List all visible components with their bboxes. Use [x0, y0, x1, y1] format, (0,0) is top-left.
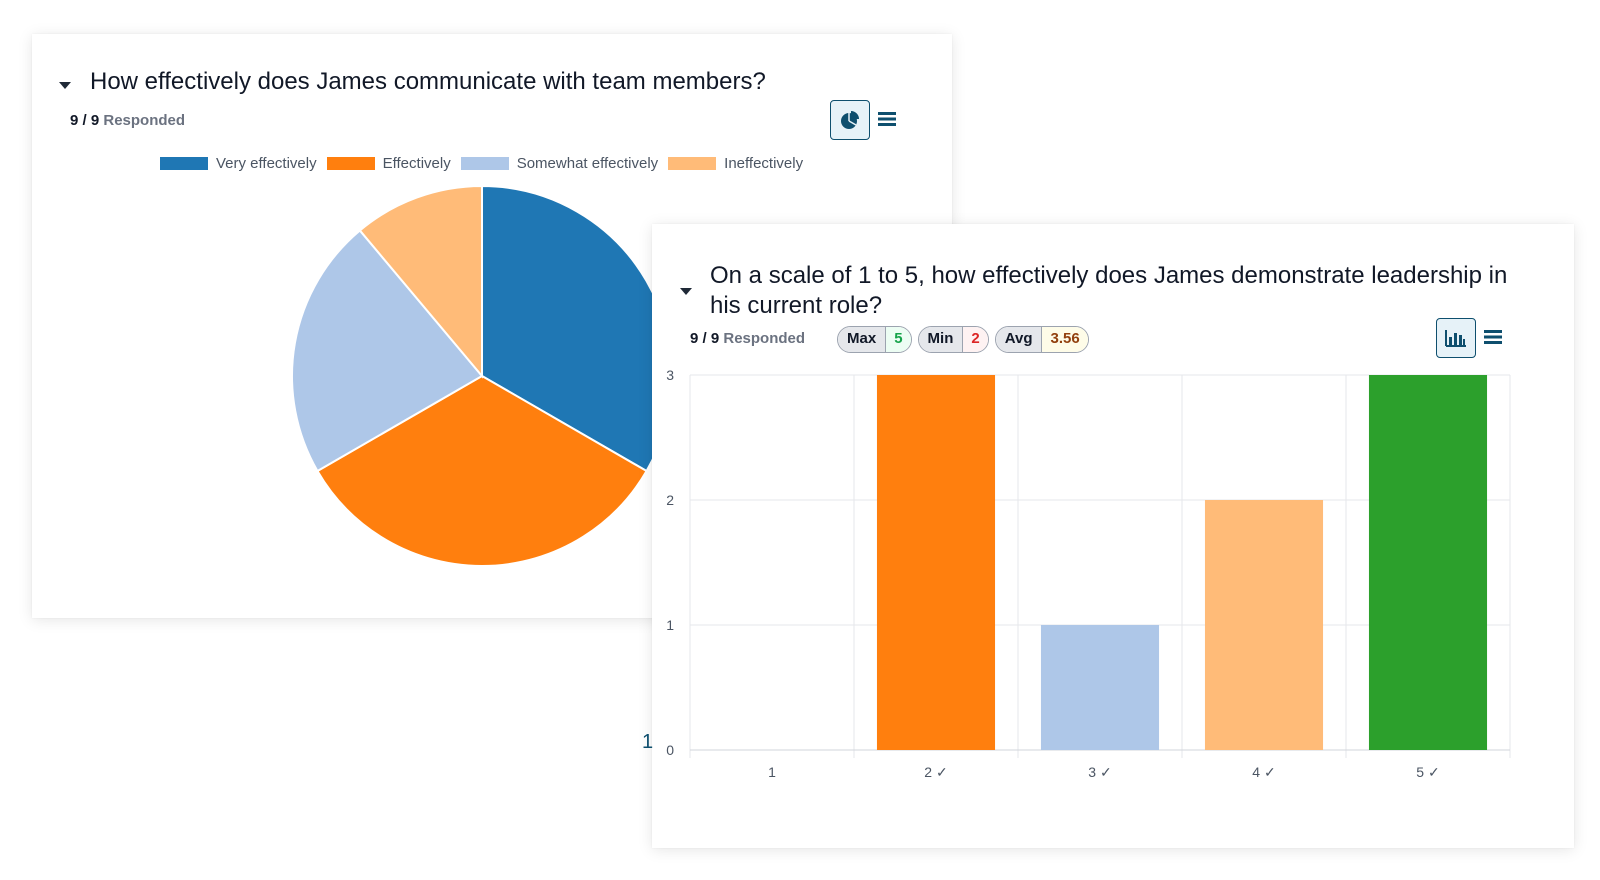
pie-slice-somewhat-effectively[interactable] — [291, 229, 484, 473]
legend-item-ineffectively[interactable]: Ineffectively — [668, 155, 803, 172]
collapse-caret-icon[interactable] — [680, 288, 692, 295]
pie-chart-toggle-button[interactable] — [830, 100, 870, 140]
legend-item-effectively[interactable]: Effectively — [326, 155, 451, 172]
responded-count: 9 / 9 Responded — [690, 330, 806, 347]
bar-chart-icon — [1445, 330, 1466, 347]
stat-max: Max 5 — [837, 326, 912, 353]
y-tick-label: 1 — [666, 617, 674, 633]
chart-legend: Very effectively Effectively Somewhat ef… — [160, 155, 803, 172]
menu-button[interactable] — [1480, 324, 1506, 350]
stat-min: Min 2 — [917, 326, 989, 353]
x-tick-label: 3 ✓ — [1088, 764, 1111, 780]
bar-4[interactable] — [1204, 500, 1324, 750]
stats-pills: Max 5 Min 2 Avg 3.56 — [837, 326, 1089, 353]
page-number: 1 — [642, 731, 654, 753]
bar-3[interactable] — [1040, 625, 1160, 750]
bar-5[interactable] — [1368, 375, 1488, 750]
bar-2[interactable] — [876, 375, 996, 750]
question-card-leadership: On a scale of 1 to 5, how effectively do… — [652, 224, 1574, 848]
y-tick-label: 0 — [666, 742, 674, 758]
pie-chart — [291, 184, 673, 567]
menu-icon — [1484, 330, 1502, 344]
pie-chart-icon — [841, 111, 859, 129]
legend-item-very-effectively[interactable]: Very effectively — [160, 155, 317, 172]
y-tick-label: 3 — [666, 367, 674, 383]
pie-slice-effectively[interactable] — [316, 374, 648, 567]
question-title: On a scale of 1 to 5, how effectively do… — [710, 262, 1508, 319]
bar-chart: 0 1 2 3 1 2 ✓ 3 ✓ 4 ✓ 5 ✓ — [666, 367, 1511, 780]
y-tick-label: 2 — [666, 492, 674, 508]
question-title: How effectively does James communicate w… — [90, 68, 766, 95]
menu-button[interactable] — [874, 106, 900, 132]
legend-swatch — [326, 157, 375, 170]
x-tick-label: 2 ✓ — [924, 764, 947, 780]
bar-chart-toggle-button[interactable] — [1436, 318, 1476, 358]
legend-swatch — [160, 157, 208, 170]
pie-slice-ineffectively[interactable] — [358, 184, 483, 379]
x-tick-label: 1 — [768, 764, 776, 780]
stat-avg: Avg 3.56 — [994, 326, 1089, 353]
legend-swatch — [668, 157, 717, 170]
legend-swatch — [460, 157, 509, 170]
legend-item-somewhat-effectively[interactable]: Somewhat effectively — [460, 155, 658, 172]
collapse-caret-icon[interactable] — [59, 82, 71, 89]
x-tick-label: 5 ✓ — [1416, 764, 1439, 780]
responded-count: 9 / 9 Responded — [70, 112, 186, 129]
x-tick-label: 4 ✓ — [1252, 764, 1275, 780]
menu-icon — [878, 112, 896, 126]
